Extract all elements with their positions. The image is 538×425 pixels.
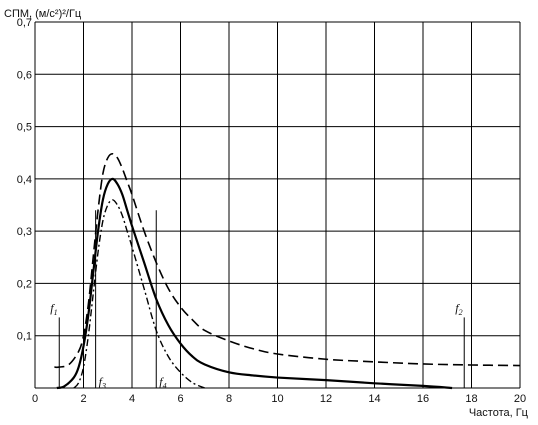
marker-label-f4: f4 — [159, 374, 166, 390]
tick-labels: 0 2 4 6 8 10 12 14 16 18 20 0,1 0,2 0,3 0,4 0,5 0,6 0,7 — [17, 17, 526, 405]
marker-label-f1: f1 — [50, 301, 57, 317]
x-tick-label: 6 — [177, 393, 183, 405]
x-axis-title: Частота, Гц — [469, 407, 529, 419]
y-tick-label: 0,6 — [17, 69, 32, 81]
x-tick-label: 10 — [271, 393, 283, 405]
y-tick-label: 0,5 — [17, 122, 32, 134]
series-line-dash-dot — [73, 199, 206, 389]
marker-label-f2: f2 — [455, 301, 462, 317]
y-tick-label: 0,7 — [17, 17, 32, 29]
y-tick-label: 0,2 — [17, 278, 32, 290]
x-tick-label: 14 — [368, 393, 380, 405]
frequency-markers: f1 f2 f3 f4 — [50, 210, 465, 390]
x-tick-label: 8 — [226, 393, 232, 405]
y-tick-label: 0,4 — [17, 174, 32, 186]
grid — [34, 21, 521, 389]
series-line-solid — [56, 177, 453, 390]
y-tick-label: 0,1 — [17, 331, 32, 343]
x-tick-label: 12 — [320, 393, 332, 405]
x-tick-label: 20 — [514, 393, 526, 405]
x-tick-label: 2 — [80, 393, 86, 405]
x-tick-label: 18 — [465, 393, 477, 405]
y-axis-title: СПМ, (м/с²)²/Гц — [4, 8, 82, 20]
series-curves — [54, 152, 521, 390]
x-tick-label: 4 — [129, 393, 135, 405]
x-tick-label: 0 — [32, 393, 38, 405]
series-line-dashed — [54, 152, 521, 369]
x-tick-label: 16 — [417, 393, 429, 405]
y-tick-label: 0,3 — [17, 226, 32, 238]
marker-label-f3: f3 — [99, 374, 106, 390]
